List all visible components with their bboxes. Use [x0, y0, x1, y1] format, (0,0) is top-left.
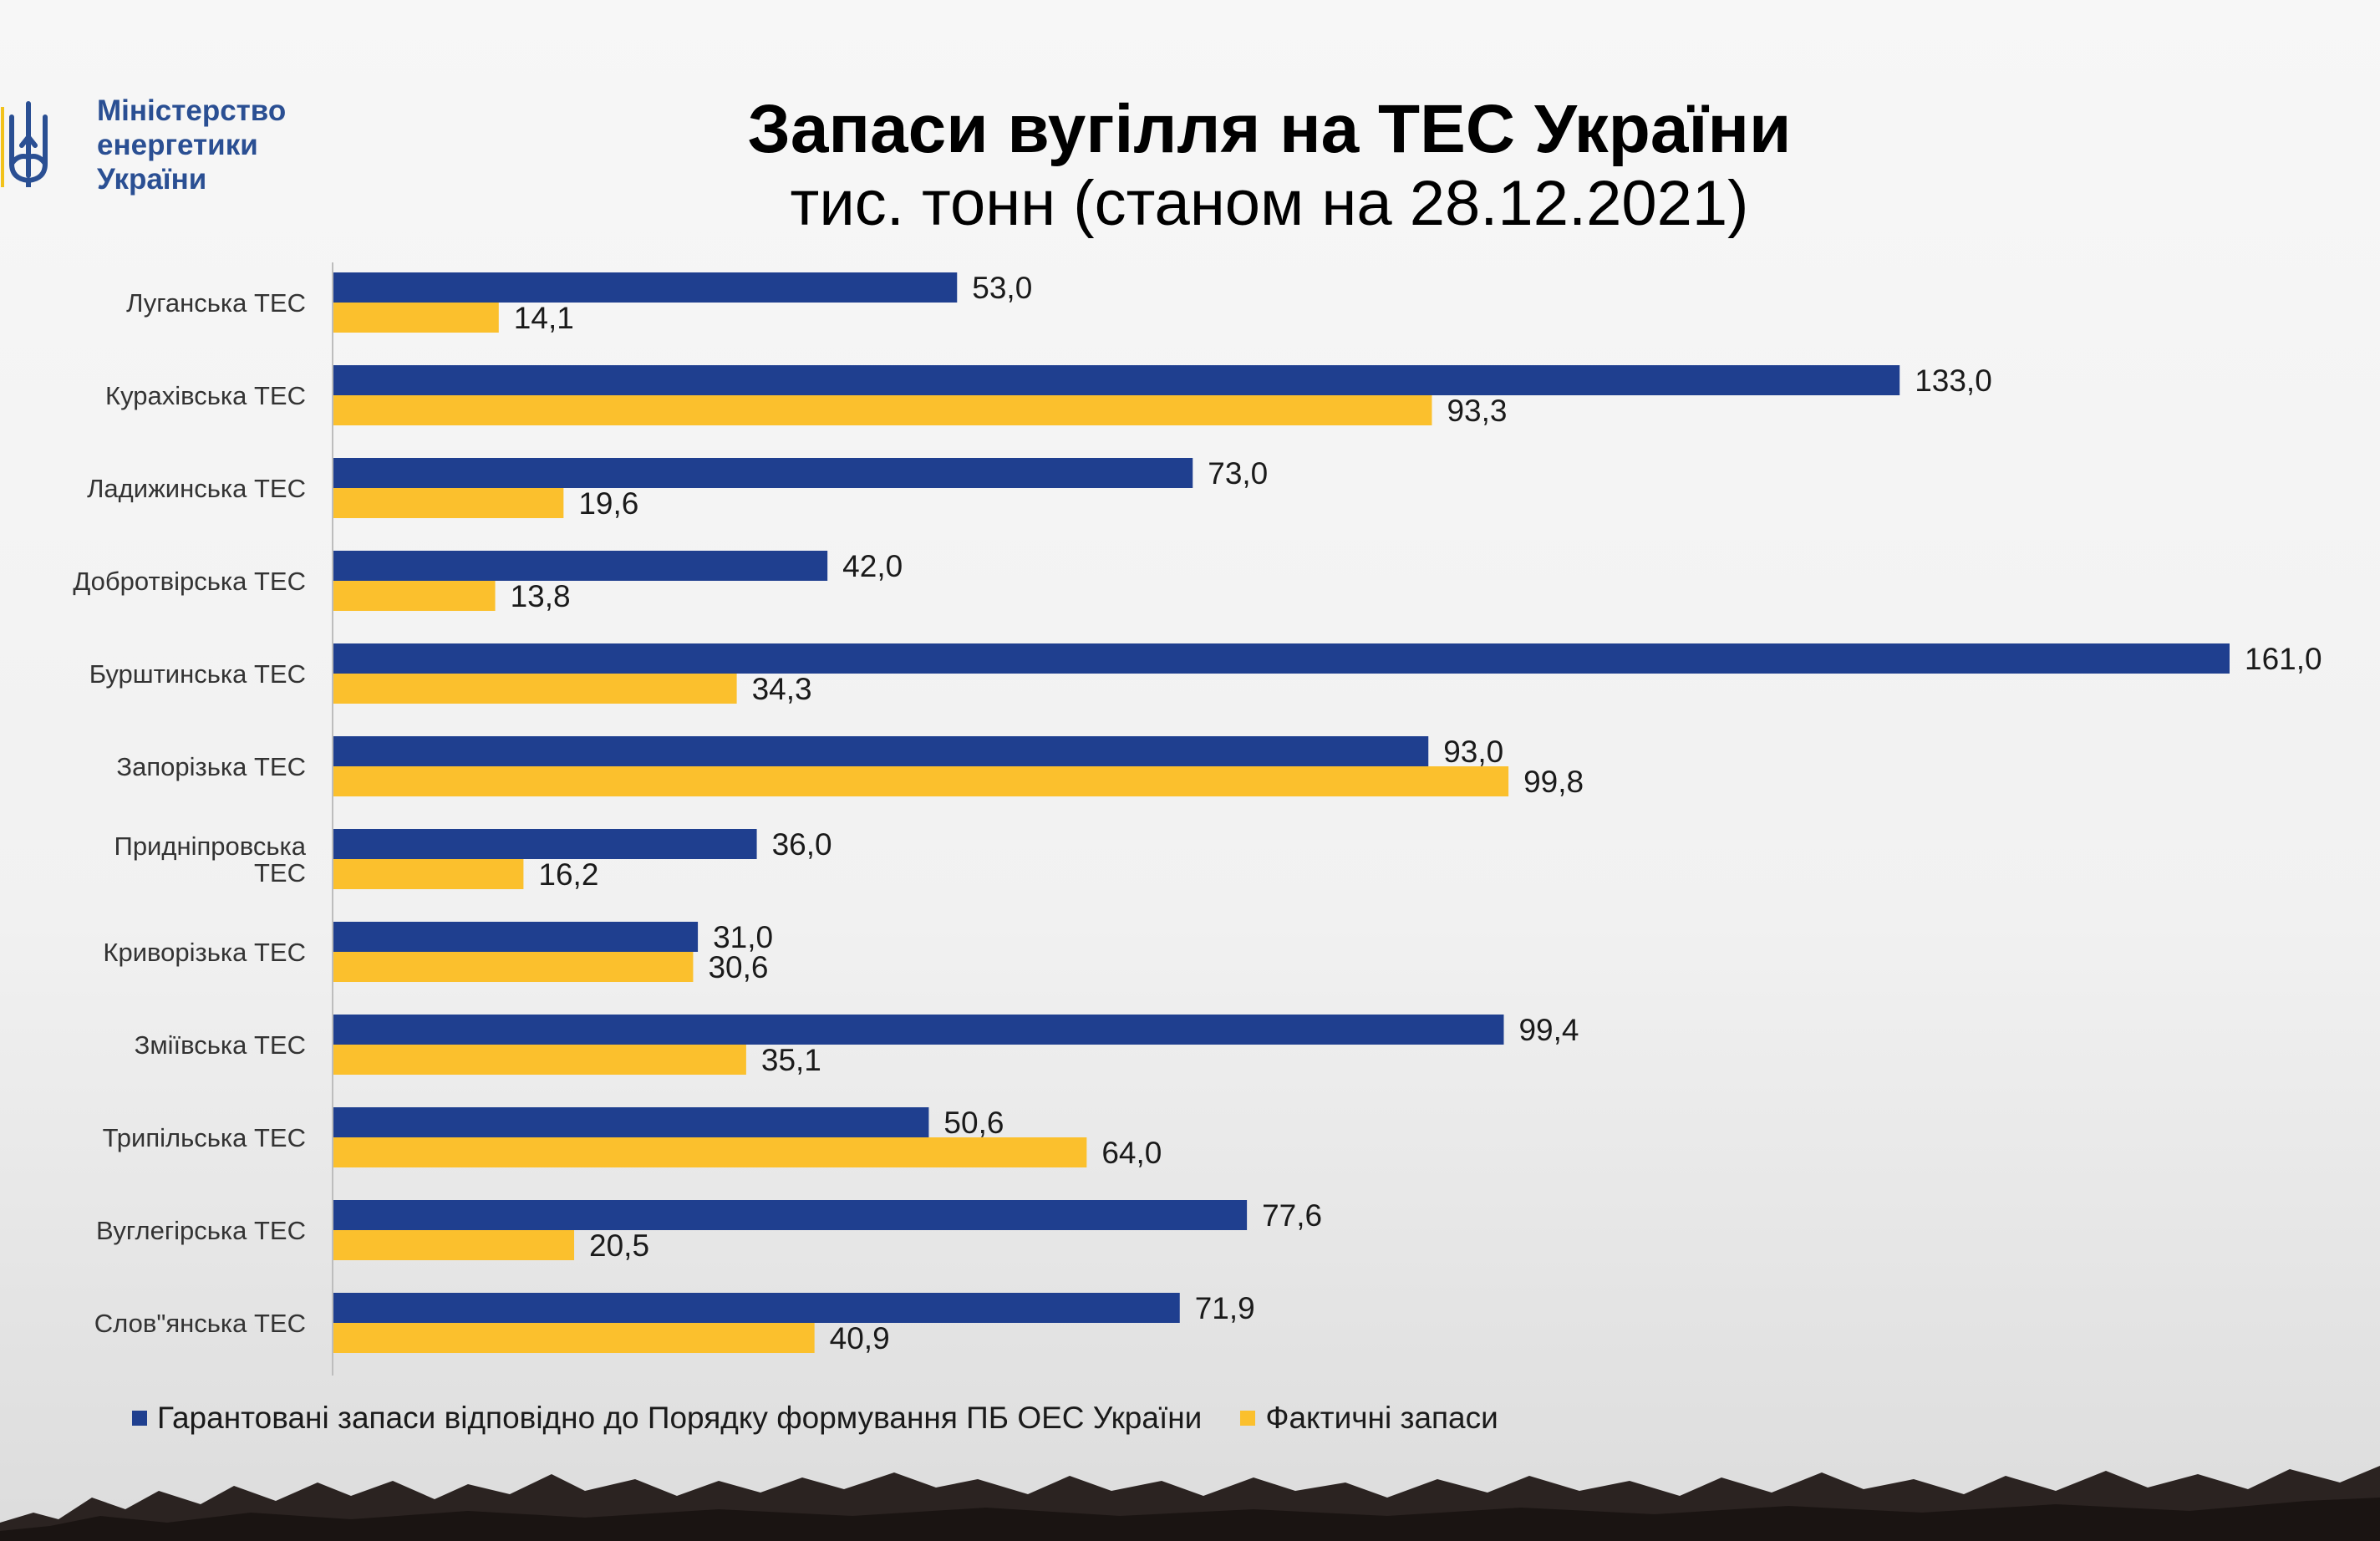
ministry-logo-text: Міністерство енергетики України [97, 94, 286, 196]
bar-guaranteed [333, 551, 828, 581]
category-label: Бурштинська ТЕС [89, 659, 306, 689]
legend-item-guaranteed: Гарантовані запаси відповідно до Порядку… [132, 1401, 1202, 1436]
data-label-actual: 34,3 [752, 672, 812, 706]
data-label-guaranteed: 36,0 [772, 827, 832, 862]
bar-guaranteed [333, 1107, 929, 1137]
bar-actual [333, 1230, 575, 1260]
bar-actual [333, 1045, 746, 1075]
legend-swatch-guaranteed [132, 1411, 147, 1426]
bar-guaranteed [333, 736, 1429, 766]
legend-label-actual: Фактичні запаси [1265, 1401, 1498, 1435]
bar-actual [333, 1137, 1087, 1167]
legend-label-guaranteed: Гарантовані запаси відповідно до Порядку… [157, 1401, 1203, 1435]
legend-item-actual: Фактичні запаси [1240, 1401, 1498, 1436]
data-label-actual: 16,2 [538, 857, 598, 892]
data-label-actual: 64,0 [1101, 1136, 1162, 1170]
bar-actual [333, 766, 1509, 796]
bar-guaranteed [333, 1015, 1504, 1045]
category-label: Трипільська ТЕС [103, 1123, 306, 1152]
bar-actual [333, 859, 524, 889]
data-label-actual: 14,1 [514, 301, 574, 335]
data-label-guaranteed: 73,0 [1208, 456, 1268, 491]
data-label-actual: 30,6 [708, 950, 768, 984]
bar-guaranteed [333, 829, 757, 859]
logo-line: Міністерство [97, 94, 287, 127]
data-label-guaranteed: 77,6 [1262, 1198, 1322, 1233]
logo-line: енергетики [97, 129, 258, 161]
category-label: Вуглегірська ТЕС [96, 1216, 306, 1245]
category-label: Криворізька ТЕС [103, 938, 306, 967]
data-label-guaranteed: 133,0 [1915, 364, 1992, 398]
coal-pile-image [0, 1466, 2380, 1541]
chart-title: Запаси вугілля на ТЕС України [747, 91, 1792, 167]
data-label-actual: 20,5 [589, 1228, 649, 1263]
bar-actual [333, 488, 564, 518]
bar-guaranteed [333, 1293, 1180, 1323]
data-label-actual: 35,1 [761, 1043, 821, 1077]
category-label: Курахівська ТЕС [105, 381, 306, 410]
bar-guaranteed [333, 272, 958, 303]
bar-actual [333, 952, 694, 982]
data-label-actual: 40,9 [830, 1321, 890, 1355]
category-label: Слов"янська ТЕС [94, 1309, 306, 1338]
tryzub-icon [1, 101, 48, 187]
category-label: Придніпровська ТЕС [114, 832, 307, 887]
data-label-actual: 93,3 [1447, 394, 1507, 428]
category-label: Луганська ТЕС [126, 288, 306, 318]
bar-guaranteed [333, 1200, 1248, 1230]
legend: Гарантовані запаси відповідно до Порядку… [132, 1401, 1498, 1436]
data-label-guaranteed: 99,4 [1518, 1013, 1579, 1047]
chart-subtitle: тис. тонн (станом на 28.12.2021) [790, 168, 1749, 239]
data-label-actual: 13,8 [511, 579, 571, 613]
data-label-guaranteed: 42,0 [842, 549, 903, 583]
bar-actual [333, 581, 496, 611]
logo-line: України [97, 163, 207, 196]
data-label-guaranteed: 71,9 [1195, 1291, 1255, 1325]
data-label-actual: 99,8 [1523, 765, 1584, 799]
bar-guaranteed [333, 365, 1900, 395]
category-label: Зміївська ТЕС [135, 1030, 306, 1060]
data-label-guaranteed: 93,0 [1443, 735, 1503, 769]
data-label-guaranteed: 53,0 [972, 271, 1032, 305]
bar-actual [333, 1323, 815, 1353]
bar-guaranteed [333, 643, 2230, 674]
bar-guaranteed [333, 458, 1193, 488]
bar-actual [333, 674, 737, 704]
data-label-guaranteed: 31,0 [713, 920, 773, 954]
category-label: Запорізька ТЕС [116, 752, 306, 781]
bar-actual [333, 395, 1432, 425]
bar-guaranteed [333, 922, 699, 952]
data-label-guaranteed: 50,6 [943, 1106, 1004, 1140]
category-label: Добротвірська ТЕС [73, 567, 306, 596]
bar-actual [333, 303, 499, 333]
data-label-guaranteed: 161,0 [2245, 642, 2322, 676]
category-label: Ладижинська ТЕС [87, 474, 306, 503]
legend-swatch-actual [1240, 1411, 1256, 1426]
data-label-actual: 19,6 [578, 486, 638, 521]
